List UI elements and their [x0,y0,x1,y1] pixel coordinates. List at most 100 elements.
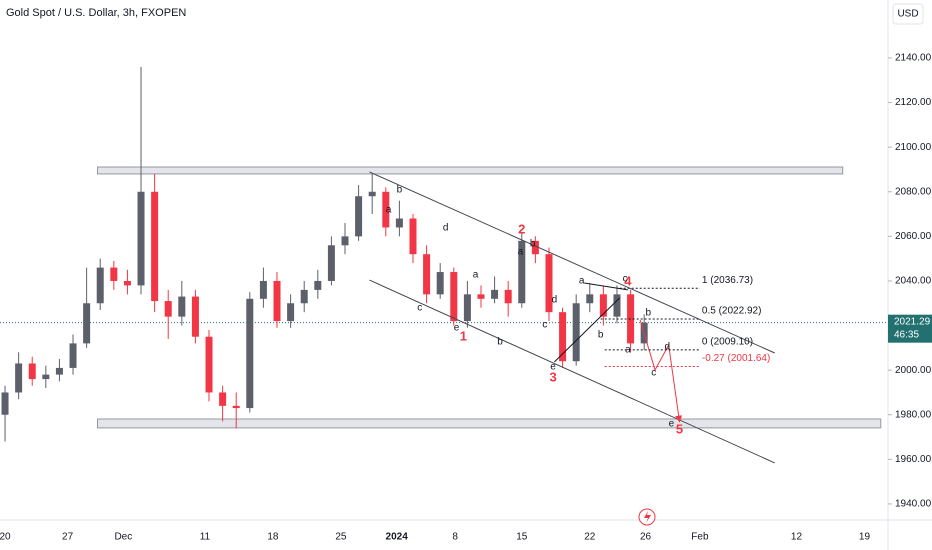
candle-body [219,392,227,406]
candle-body [545,254,553,313]
candle-body [15,363,23,393]
wave-label: a [473,270,479,281]
candle-body [55,367,63,375]
candle-body [246,298,254,409]
x-tick-label: Dec [114,532,132,543]
wave-label: c [542,320,547,331]
candle-body [599,294,607,317]
zone [97,418,882,429]
fib-label: 1 (2036.73) [702,275,753,286]
candle-body [205,336,213,393]
x-tick-label: 25 [335,532,347,543]
x-tick-label: 19 [859,532,871,543]
x-tick-label: 15 [516,532,528,543]
wave-label: e [550,362,556,373]
candle-body [613,294,621,317]
wave-label: 3 [549,369,556,384]
wave-label: b [645,307,651,318]
wave-label: e [454,322,460,333]
x-tick-label: 22 [584,532,596,543]
candle-body [164,301,172,317]
candle-body [287,303,295,322]
y-tick-label: 1960.00 [895,454,932,465]
y-tick-label: 2120.00 [895,97,932,108]
candle-body [463,294,471,322]
wave-label: 2 [518,221,525,236]
candle-body [28,363,36,380]
candle-body [110,267,118,281]
x-tick-label: 27 [62,532,74,543]
last-price-label: 2021.29 [894,316,931,327]
candle-body [559,312,567,362]
trendline [369,279,775,464]
wave-label: d [665,342,671,353]
wave-label: a [625,345,631,356]
candle-body [123,280,131,286]
trendline [554,297,621,363]
trendline [369,171,775,354]
y-tick-label: 1980.00 [895,409,932,420]
candle-body [423,254,431,295]
candle-body [518,240,526,304]
candle-body [368,191,376,197]
y-tick-label: 2060.00 [895,231,932,242]
currency-box[interactable] [892,3,924,25]
candle-body [314,280,322,290]
wave-label: 1 [460,328,467,343]
currency: USD [897,9,918,20]
y-tick-label: 1940.00 [895,499,932,510]
wave-label: d [443,223,449,234]
candle-body [259,280,267,299]
candle-body [300,289,308,304]
candle-body [191,296,199,337]
wave-label: a [579,276,585,287]
candle-body [382,191,390,228]
wave-label: c [651,368,656,379]
last-price-badge [888,314,932,343]
x-tick-label: 18 [267,532,279,543]
wave-label: b [397,185,403,196]
y-tick-label: 2100.00 [895,142,932,153]
x-tick-label: Feb [691,532,709,543]
candle-body [436,272,444,295]
candle-body [450,272,458,322]
candle-body [491,289,499,299]
candle-body [1,392,9,415]
plot-area: 1 (2036.73) 0.5 (2022.92) 0 (2009.10) -0.27… [0,66,888,464]
x-tick-label: 8 [452,532,458,543]
wave-label: 4 [624,273,632,288]
candle-body [341,236,349,246]
x-tick-label: 12 [791,532,803,543]
y-tick-label: 2080.00 [895,186,932,197]
wave-label: c [623,274,628,285]
candle-body [355,196,363,237]
wave-label: e [669,419,675,430]
candle-body [586,294,594,304]
zone [97,166,844,175]
wave-label: d [552,295,558,306]
candle-body [83,303,91,344]
wave-label: b [530,239,536,250]
wave-label: c [417,303,422,314]
y-tick-label: 2000.00 [895,365,932,376]
candle-body [42,374,50,380]
candle-body [178,296,186,317]
wave-label: a [518,247,524,258]
trendline [639,319,683,423]
candle-body [96,267,104,304]
wave-label: b [598,330,604,341]
wave-label: b [497,337,503,348]
x-tick-label: 26 [640,532,652,543]
x-tick-label: 2024 [386,532,409,543]
y-tick-label: 2040.00 [895,276,932,287]
candle-body [69,343,77,368]
event-bolt [644,511,651,523]
wave-label: a [386,205,392,216]
candle-body [232,405,240,409]
candle-body [395,218,403,228]
candle-body [531,240,539,255]
candle-body [137,191,145,286]
candle-body [504,289,512,304]
wave-label: 5 [676,421,683,436]
